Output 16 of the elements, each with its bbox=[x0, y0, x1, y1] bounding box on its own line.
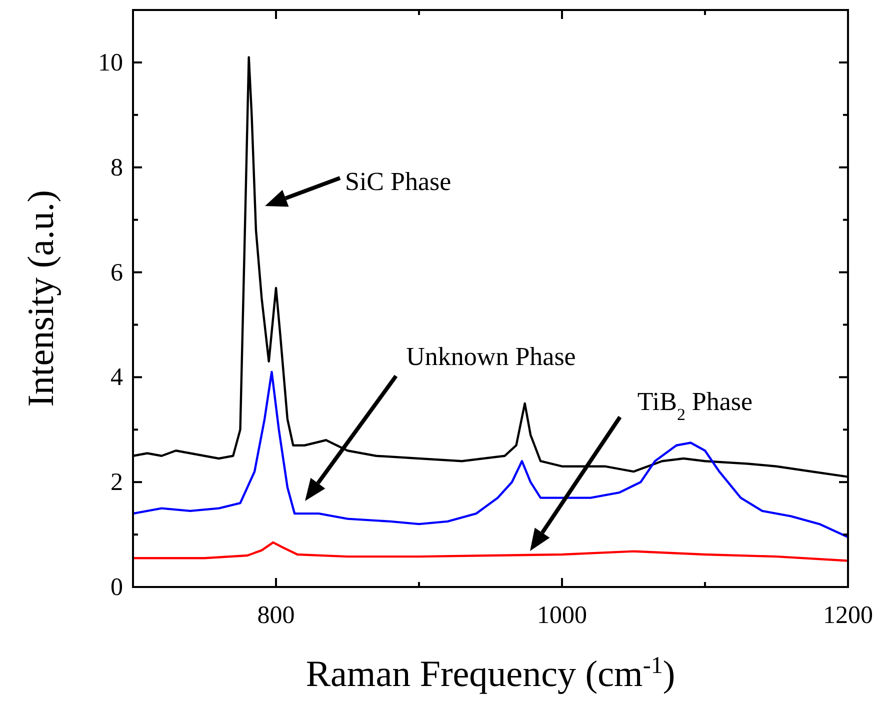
x-tick-label: 800 bbox=[257, 602, 295, 629]
line-series bbox=[132, 370, 850, 538]
annotation: SiC Phase bbox=[345, 167, 452, 196]
x-axis-title: Raman Frequency (cm$^{-1}$) bbox=[306, 653, 676, 695]
y-tick-label: 6 bbox=[110, 259, 123, 286]
annotation: TiB$_{2}$ Phase bbox=[637, 387, 753, 424]
y-axis-title: Intensity (a.u.) bbox=[21, 190, 62, 407]
y-tick-label: 4 bbox=[110, 364, 124, 392]
y-tick-label: 10 bbox=[98, 49, 123, 76]
y-tick-label: 0 bbox=[110, 574, 123, 601]
x-tick-label: 1000 bbox=[537, 602, 587, 629]
y-tick-label: 8 bbox=[110, 154, 123, 182]
y-tick-label: 2 bbox=[110, 469, 123, 496]
line-series bbox=[132, 541, 850, 562]
x-tick-label: 1200 bbox=[823, 602, 873, 629]
annotation: Unknown Phase bbox=[406, 342, 576, 371]
